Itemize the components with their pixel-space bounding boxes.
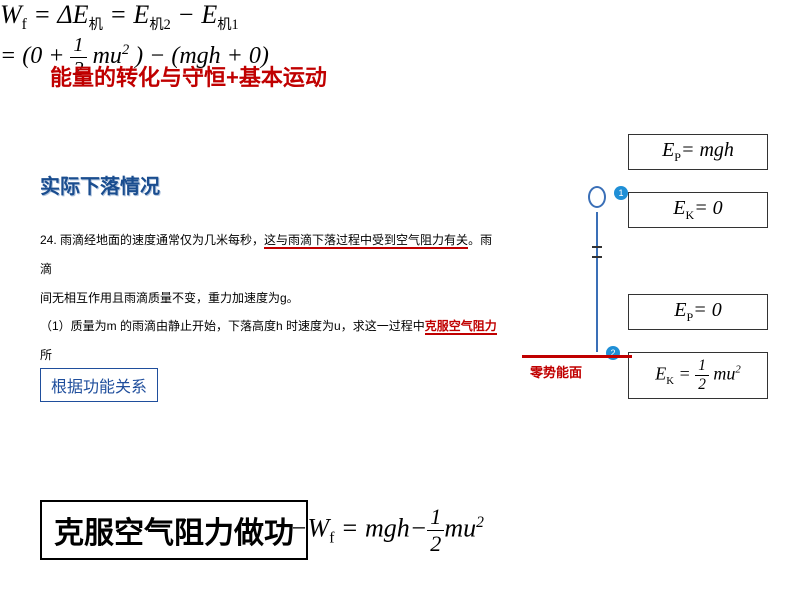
eq-ji: 机 xyxy=(89,17,103,33)
eq-eq2: = xyxy=(109,0,127,29)
final-eq: = mgh− xyxy=(341,513,427,542)
ep-top-E: E xyxy=(662,139,674,161)
ep-bot-E: E xyxy=(674,299,686,321)
eq-W-sub: f xyxy=(22,16,27,33)
eq-eq1: = xyxy=(33,0,51,29)
tick-1 xyxy=(592,246,602,248)
ground-label: 零势能面 xyxy=(530,362,582,381)
ek-top-E: E xyxy=(673,197,685,219)
final-n: 1 xyxy=(427,504,444,531)
ep-bot-eq: = 0 xyxy=(693,299,722,321)
fall-line xyxy=(596,212,598,352)
problem-line1a: 雨滴经地面的速度通常仅为几米每秒， xyxy=(60,233,264,247)
fall-diagram: 1 2 xyxy=(580,186,630,366)
energy-ep-top: EP= mgh xyxy=(628,134,768,170)
eq-E2: E xyxy=(133,0,149,29)
eq2-sq: 2 xyxy=(122,42,129,58)
final-d: 2 xyxy=(427,531,444,557)
final-frac: 12 xyxy=(427,504,444,557)
energy-ek-bottom: EK = 12 mu2 xyxy=(628,352,768,399)
eq-minus: − xyxy=(177,0,195,29)
problem-line3c: 所 xyxy=(40,348,52,362)
tick-2 xyxy=(592,256,602,258)
badge-1: 1 xyxy=(614,186,628,200)
problem-line2: 间无相互作用且雨滴质量不变，重力加速度为g。 xyxy=(40,291,299,305)
ek-bot-n: 1 xyxy=(695,357,709,376)
final-sq: 2 xyxy=(476,513,484,530)
ep-top-sub: P xyxy=(674,150,681,164)
method-label: 根据功能关系 xyxy=(40,368,158,402)
final-math: −Wf = mgh−12mu2 xyxy=(290,504,484,557)
final-f: f xyxy=(329,529,334,546)
problem-line3a: （1）质量为m 的雨滴由静止开始，下落高度h 时速度为u，求这一过程中 xyxy=(40,319,425,333)
problem-underline1: 这与雨滴下落过程中受到空气阻力有关 xyxy=(264,233,468,249)
energy-ek-top: EK= 0 xyxy=(628,192,768,228)
ek-bot-frac: 12 xyxy=(695,357,709,394)
equation-main: Wf = ΔE机 = E机2 − E机1 xyxy=(0,0,794,34)
ground-line xyxy=(522,355,632,358)
final-label-box: 克服空气阻力做功 xyxy=(40,500,308,560)
ek-bot-sub: K xyxy=(666,375,674,387)
problem-number: 24. xyxy=(40,233,57,247)
ek-bot-eq: = xyxy=(679,364,691,384)
eq2-num: 1 xyxy=(70,34,86,58)
energy-ep-bottom: EP= 0 xyxy=(628,294,768,330)
ek-top-sub: K xyxy=(686,208,695,222)
page-title: 能量的转化与守恒+基本运动 xyxy=(50,60,327,92)
eq-E1: E xyxy=(201,0,217,29)
problem-underline2: 克服空气阻力 xyxy=(425,319,497,335)
eq-dE: ΔE xyxy=(57,0,88,29)
eq-W: W xyxy=(0,0,22,29)
subtitle: 实际下落情况 xyxy=(40,170,160,199)
ek-bot-d: 2 xyxy=(695,376,709,394)
ek-bot-mu: mu xyxy=(713,364,735,384)
raindrop-icon xyxy=(588,186,606,208)
final-negW: −W xyxy=(290,513,329,542)
final-mu: mu xyxy=(444,513,476,542)
ep-top-eq: = mgh xyxy=(681,139,734,161)
badge-2: 2 xyxy=(606,346,620,360)
ek-bot-sq: 2 xyxy=(735,364,740,376)
eq-ji2: 机2 xyxy=(149,17,170,33)
eq-ji1: 机1 xyxy=(217,17,238,33)
equation-final: 克服空气阻力做功 −Wf = mgh−12mu2 xyxy=(40,500,484,560)
ek-bot-E: E xyxy=(655,364,666,384)
ek-top-eq: = 0 xyxy=(694,197,723,219)
